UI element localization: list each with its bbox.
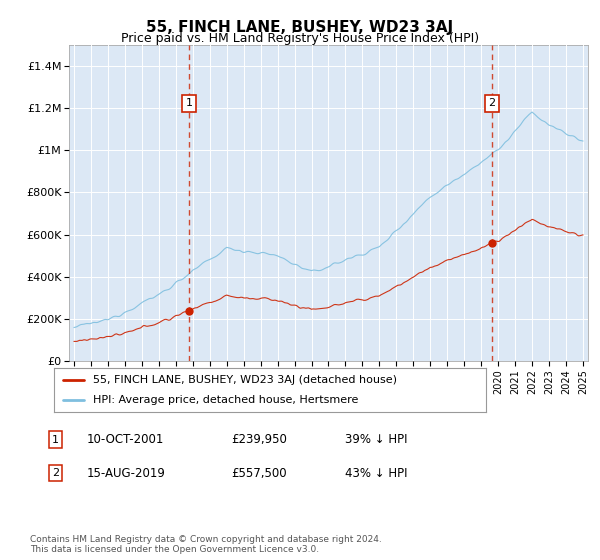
- Text: HPI: Average price, detached house, Hertsmere: HPI: Average price, detached house, Hert…: [93, 395, 358, 405]
- Text: 43% ↓ HPI: 43% ↓ HPI: [345, 466, 407, 480]
- Text: 39% ↓ HPI: 39% ↓ HPI: [345, 433, 407, 446]
- Text: 55, FINCH LANE, BUSHEY, WD23 3AJ (detached house): 55, FINCH LANE, BUSHEY, WD23 3AJ (detach…: [93, 375, 397, 385]
- Text: Price paid vs. HM Land Registry's House Price Index (HPI): Price paid vs. HM Land Registry's House …: [121, 32, 479, 45]
- Text: 2: 2: [488, 99, 495, 108]
- Text: 15-AUG-2019: 15-AUG-2019: [87, 466, 166, 480]
- Text: 1: 1: [52, 435, 59, 445]
- Text: Contains HM Land Registry data © Crown copyright and database right 2024.
This d: Contains HM Land Registry data © Crown c…: [30, 535, 382, 554]
- Text: 2: 2: [52, 468, 59, 478]
- Text: 10-OCT-2001: 10-OCT-2001: [87, 433, 164, 446]
- Text: 55, FINCH LANE, BUSHEY, WD23 3AJ: 55, FINCH LANE, BUSHEY, WD23 3AJ: [146, 20, 454, 35]
- Text: 1: 1: [186, 99, 193, 108]
- Text: £557,500: £557,500: [231, 466, 287, 480]
- Text: £239,950: £239,950: [231, 433, 287, 446]
